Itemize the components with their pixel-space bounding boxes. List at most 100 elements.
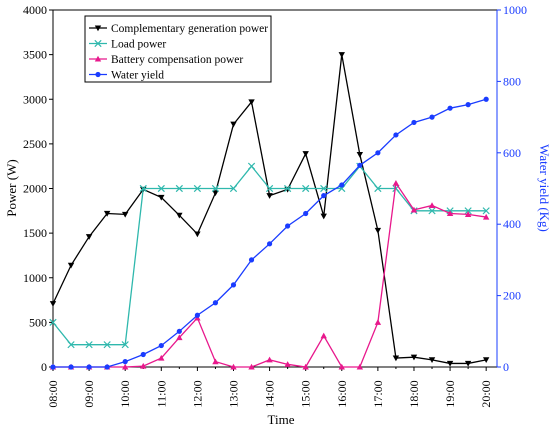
- x-tick-label: 14:00: [263, 380, 277, 407]
- y-tick-label-left: 2000: [23, 182, 47, 196]
- x-tick-label: 09:00: [82, 380, 96, 407]
- data-point: [320, 184, 328, 193]
- data-point: [375, 150, 381, 156]
- x-tick-label: 19:00: [443, 380, 457, 407]
- data-point: [212, 190, 219, 197]
- data-point: [447, 105, 453, 111]
- data-point: [392, 179, 400, 186]
- data-point: [212, 300, 219, 306]
- x-tick-label: 15:00: [299, 380, 313, 407]
- data-point: [50, 364, 56, 370]
- series-1: [49, 162, 490, 349]
- data-point: [229, 184, 238, 193]
- data-point: [140, 351, 146, 358]
- data-point: [482, 357, 490, 364]
- legend-marker: [94, 55, 102, 62]
- data-point: [248, 99, 255, 106]
- data-point: [302, 151, 309, 157]
- data-point: [392, 355, 400, 362]
- y-tick-label-left: 0: [41, 360, 47, 374]
- data-point: [212, 358, 219, 365]
- data-point: [483, 96, 489, 102]
- y-tick-label-right: 1000: [503, 3, 527, 17]
- legend: Complementary generation power Load power…: [84, 15, 272, 83]
- y-tick-label-left: 1000: [23, 271, 47, 285]
- data-point: [85, 341, 93, 349]
- series-0: [49, 52, 490, 367]
- data-point: [446, 210, 454, 217]
- x-tick-label: 13:00: [226, 380, 240, 407]
- y-tick-label-left: 3000: [23, 92, 47, 106]
- data-point: [464, 207, 472, 215]
- series-layer: [49, 52, 490, 370]
- data-point: [374, 184, 382, 193]
- legend-label: Battery compensation power: [111, 54, 243, 66]
- data-point: [339, 182, 345, 188]
- legend-marker: [94, 25, 102, 32]
- y-tick-label-left: 500: [29, 315, 47, 329]
- data-point: [320, 332, 327, 339]
- legend-label: Load power: [111, 39, 166, 51]
- data-point: [158, 342, 164, 349]
- legend-box: [84, 15, 272, 83]
- data-point: [67, 262, 75, 269]
- x-tick-label: 08:00: [46, 380, 60, 407]
- data-point: [482, 213, 490, 220]
- x-tick-label: 17:00: [371, 380, 385, 407]
- series-line: [52, 54, 487, 365]
- data-point: [248, 363, 255, 370]
- data-point: [68, 364, 74, 370]
- y-axis-label-right: Water yield (Kg): [537, 144, 550, 232]
- data-point: [265, 184, 274, 193]
- y-tick-label-left: 3500: [23, 48, 47, 62]
- data-point: [303, 210, 309, 217]
- data-point: [320, 213, 327, 220]
- data-point: [85, 234, 93, 240]
- data-point: [429, 114, 435, 120]
- legend-label: Complementary generation power: [111, 23, 268, 35]
- data-point: [374, 319, 382, 325]
- x-tick-label: 10:00: [118, 380, 132, 407]
- data-point: [211, 184, 220, 193]
- y-tick-label-right: 200: [503, 289, 521, 303]
- legend-entry: Load power: [89, 39, 166, 51]
- data-point: [176, 334, 183, 341]
- data-point: [121, 341, 129, 349]
- data-point: [284, 184, 292, 193]
- data-point: [410, 206, 418, 213]
- x-tick-label: 16:00: [335, 380, 349, 407]
- data-point: [139, 184, 147, 193]
- data-point: [158, 194, 165, 201]
- data-point: [266, 193, 273, 199]
- data-point: [157, 184, 165, 193]
- x-tick-label: 11:00: [154, 381, 168, 408]
- data-point: [175, 184, 183, 193]
- legend-marker: [95, 71, 101, 78]
- data-point: [302, 184, 310, 193]
- data-point: [428, 207, 436, 215]
- data-point: [464, 211, 472, 217]
- data-point: [465, 102, 471, 108]
- data-point: [104, 364, 110, 370]
- data-point: [158, 354, 165, 361]
- legend-entry: Battery compensation power: [89, 54, 243, 66]
- data-point: [140, 362, 147, 369]
- data-point: [176, 212, 183, 219]
- data-point: [103, 341, 111, 349]
- data-point: [411, 119, 417, 126]
- data-point: [266, 356, 273, 363]
- data-point: [121, 363, 129, 370]
- data-point: [247, 162, 256, 170]
- y-tick-label-left: 2500: [23, 137, 47, 151]
- x-axis-label: Time: [268, 412, 295, 427]
- y-tick-label-right: 400: [503, 217, 521, 231]
- data-point: [338, 363, 345, 370]
- y-tick-label-right: 800: [503, 74, 521, 88]
- data-point: [428, 357, 436, 364]
- data-point: [464, 360, 472, 367]
- y-tick-label-left: 1500: [23, 226, 47, 240]
- y-tick-label-right: 600: [503, 146, 521, 160]
- legend-marker: [94, 39, 102, 48]
- data-point: [193, 184, 202, 193]
